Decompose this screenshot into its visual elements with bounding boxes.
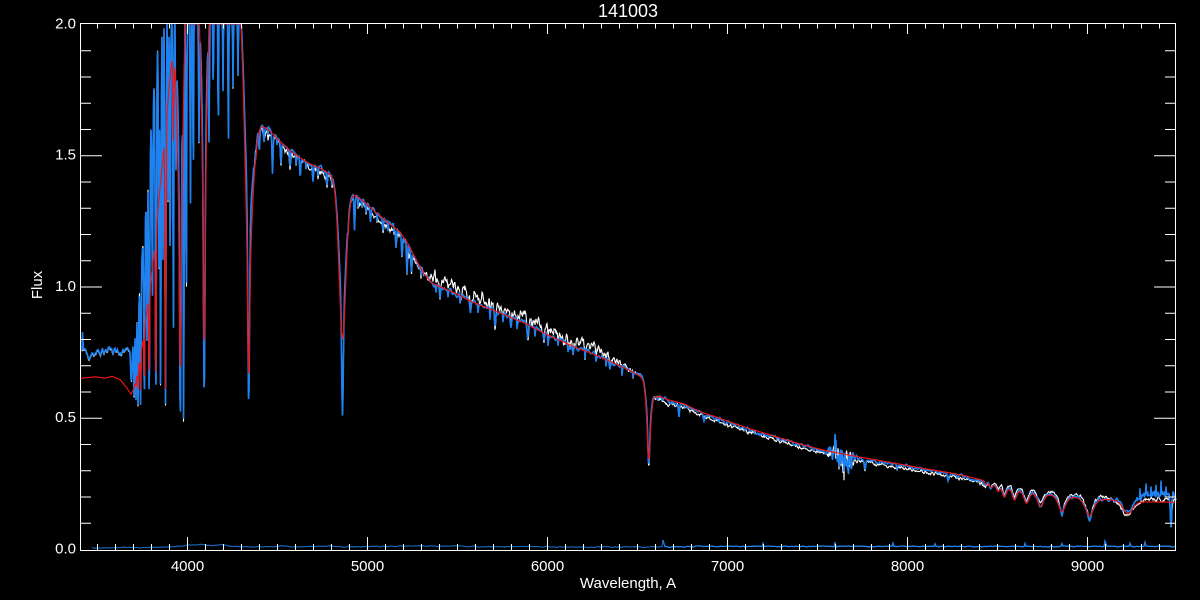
svg-text:9000: 9000	[1071, 558, 1104, 575]
svg-text:5000: 5000	[351, 558, 384, 575]
svg-text:0.5: 0.5	[55, 409, 76, 426]
svg-text:6000: 6000	[531, 558, 564, 575]
svg-text:Flux: Flux	[29, 270, 46, 299]
svg-text:0.0: 0.0	[55, 540, 76, 557]
svg-text:4000: 4000	[171, 558, 204, 575]
svg-text:1.0: 1.0	[55, 278, 76, 295]
svg-text:1.5: 1.5	[55, 147, 76, 164]
svg-text:8000: 8000	[891, 558, 924, 575]
svg-text:7000: 7000	[711, 558, 744, 575]
svg-text:141003: 141003	[598, 1, 658, 21]
svg-text:Wavelength, A: Wavelength, A	[580, 575, 676, 592]
svg-text:2.0: 2.0	[55, 15, 76, 32]
